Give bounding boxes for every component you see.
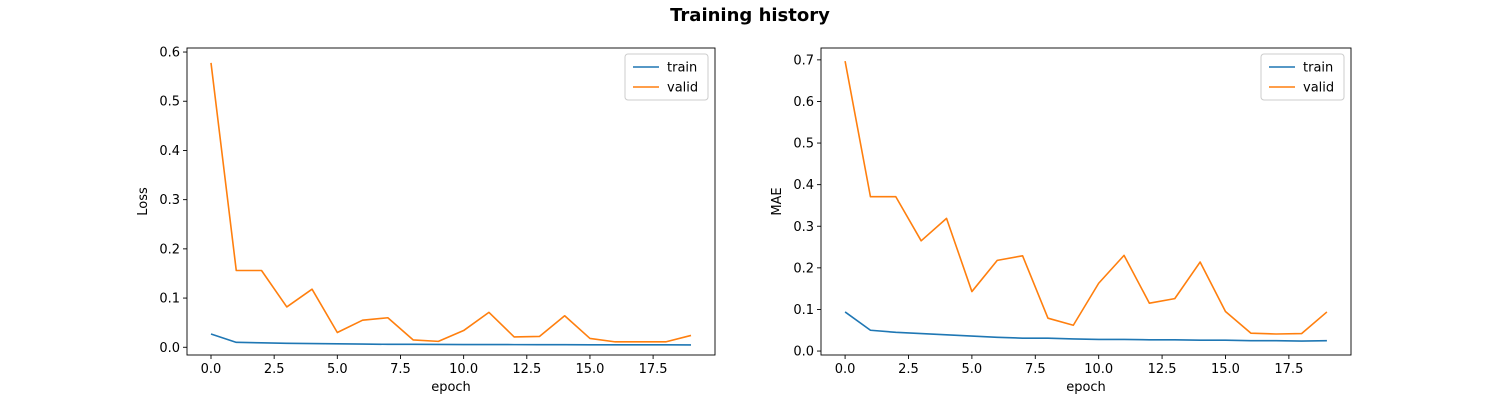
chart2-ytick-label: 0.0 bbox=[793, 345, 814, 360]
chart1-xaxis-label: epoch bbox=[431, 380, 471, 395]
chart2-xaxis-label: epoch bbox=[1066, 380, 1106, 395]
chart1-xtick-label: 15.0 bbox=[575, 362, 604, 377]
chart2-xtick-label: 5.0 bbox=[962, 362, 983, 377]
chart1-xtick-label: 12.5 bbox=[512, 362, 541, 377]
chart2-ytick-label: 0.4 bbox=[793, 178, 814, 193]
chart2-ytick-label: 0.6 bbox=[793, 95, 814, 110]
chart2-axes-frame bbox=[820, 47, 1352, 356]
chart1-xtick-label: 0.0 bbox=[201, 362, 222, 377]
figure-title: Training history bbox=[670, 5, 830, 26]
chart2-ytick-label: 0.3 bbox=[793, 220, 814, 235]
chart2-xtick-label: 10.0 bbox=[1084, 362, 1113, 377]
chart2-xtick-label: 12.5 bbox=[1148, 362, 1177, 377]
chart1-legend-box bbox=[624, 53, 709, 101]
chart1-legend-label-valid: valid bbox=[667, 81, 698, 96]
chart2-ytick-label: 0.5 bbox=[793, 137, 814, 152]
chart1-ytick-label: 0.1 bbox=[159, 292, 180, 307]
chart1-axes-frame bbox=[186, 47, 716, 356]
chart2-xtick-label: 0.0 bbox=[835, 362, 856, 377]
chart1-ytick-label: 0.4 bbox=[159, 144, 180, 159]
chart2-series-valid-line bbox=[844, 60, 1328, 335]
chart1-series-train-line bbox=[210, 333, 692, 346]
chart2-xtick-label: 15.0 bbox=[1211, 362, 1240, 377]
chart2-legend-label-valid: valid bbox=[1303, 81, 1334, 96]
chart1-xtick-label: 7.5 bbox=[390, 362, 411, 377]
chart2-legend-box bbox=[1260, 53, 1345, 101]
chart2-xtick-label: 7.5 bbox=[1025, 362, 1046, 377]
chart1-ytick-label: 0.2 bbox=[159, 242, 180, 257]
chart1-ytick-label: 0.6 bbox=[159, 46, 180, 61]
chart2-ytick-label: 0.1 bbox=[793, 303, 814, 318]
chart2-legend-label-train: train bbox=[1303, 61, 1333, 76]
chart1-series-valid-line bbox=[210, 62, 692, 343]
chart1-xtick-label: 10.0 bbox=[449, 362, 478, 377]
chart1-yaxis-label: Loss bbox=[136, 187, 151, 216]
chart1-ytick-label: 0.5 bbox=[159, 95, 180, 110]
chart2-xtick-label: 2.5 bbox=[898, 362, 919, 377]
chart1-legend-label-train: train bbox=[667, 61, 697, 76]
chart1-ytick-label: 0.3 bbox=[159, 193, 180, 208]
chart1-xtick-label: 5.0 bbox=[327, 362, 348, 377]
chart2-series-train-line bbox=[844, 311, 1327, 342]
chart2-yaxis-label: MAE bbox=[770, 187, 785, 215]
chart1-ytick-label: 0.0 bbox=[159, 341, 180, 356]
chart2-ytick-label: 0.2 bbox=[793, 261, 814, 276]
chart2-xtick-label: 17.5 bbox=[1274, 362, 1303, 377]
chart1-xtick-label: 2.5 bbox=[264, 362, 285, 377]
chart1-xtick-label: 17.5 bbox=[639, 362, 668, 377]
chart2-ytick-label: 0.7 bbox=[793, 53, 814, 68]
